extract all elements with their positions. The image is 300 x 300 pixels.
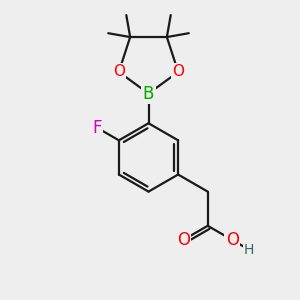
Text: B: B xyxy=(143,85,154,103)
Text: O: O xyxy=(172,64,184,80)
Text: F: F xyxy=(92,119,102,137)
Text: O: O xyxy=(226,231,239,249)
Text: O: O xyxy=(177,231,190,249)
Text: H: H xyxy=(244,243,254,256)
Text: O: O xyxy=(113,64,125,80)
